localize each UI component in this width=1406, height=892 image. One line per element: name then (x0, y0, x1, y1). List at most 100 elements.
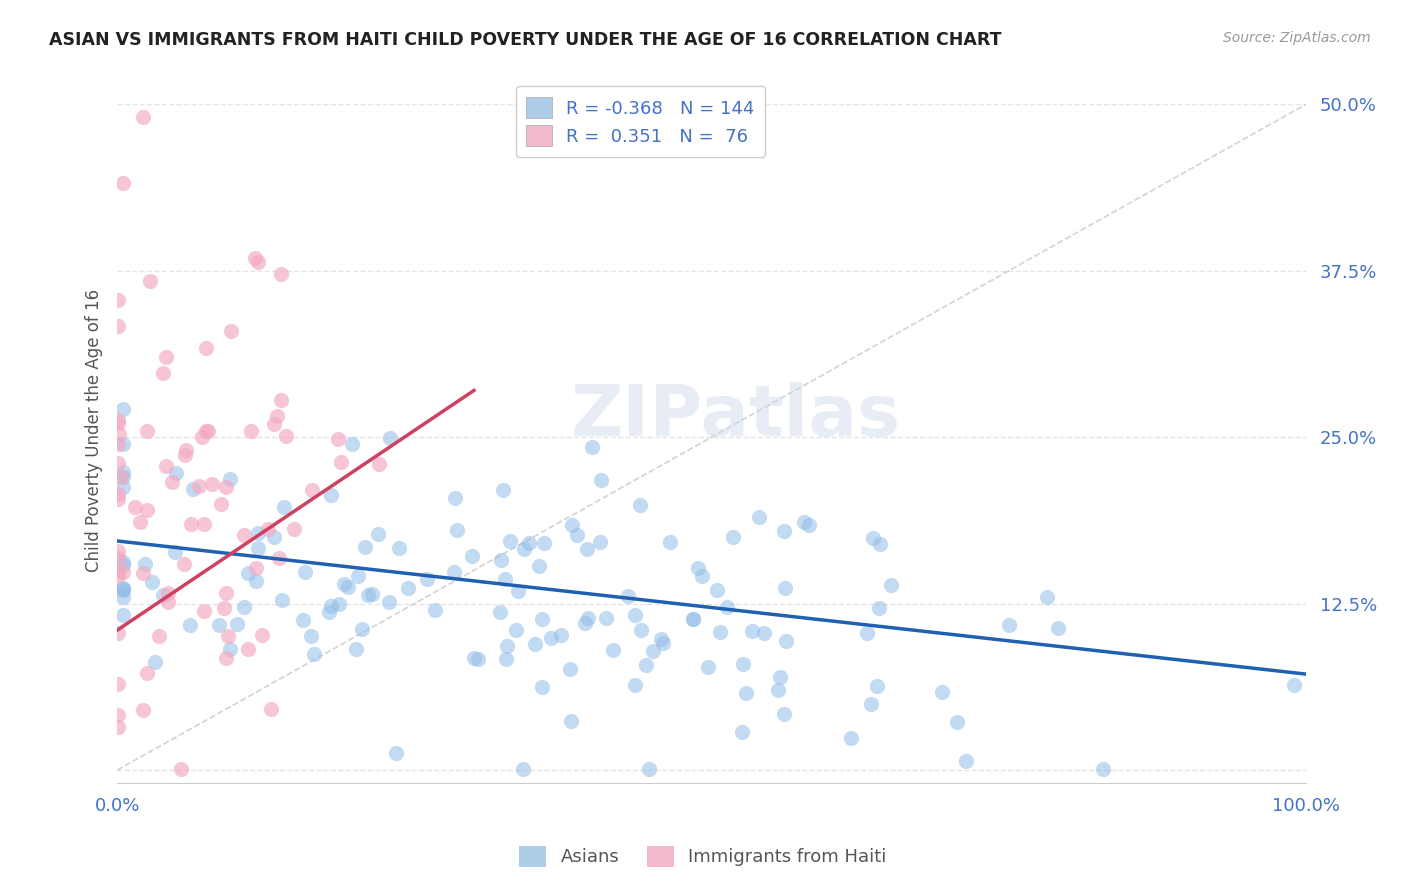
Point (488, 605, 510, 619)
Point (246, 255, 269, 269)
Point (157, 586, 180, 600)
Point (396, 581, 419, 595)
Point (595, 611, 617, 625)
Point (111, 565, 134, 579)
Point (215, 586, 238, 600)
Point (219, 324, 242, 338)
Point (1091, 762, 1114, 776)
Point (512, 762, 534, 776)
Point (112, 437, 135, 451)
Point (350, 622, 373, 636)
Point (766, 683, 789, 698)
Point (267, 550, 290, 565)
Point (706, 582, 728, 597)
Point (112, 465, 135, 479)
Point (112, 176, 135, 190)
Point (246, 526, 269, 541)
Point (560, 714, 582, 728)
Point (141, 574, 163, 589)
Point (195, 341, 218, 355)
Point (340, 437, 363, 451)
Point (112, 582, 135, 596)
Point (225, 617, 247, 632)
Point (155, 351, 177, 365)
Point (270, 267, 292, 281)
Point (416, 572, 439, 586)
Point (650, 632, 672, 646)
Point (271, 593, 294, 607)
Point (283, 522, 305, 536)
Point (931, 685, 953, 699)
Point (187, 479, 209, 493)
Point (561, 518, 583, 533)
Point (565, 528, 588, 542)
Point (217, 629, 239, 643)
Point (136, 666, 159, 681)
Point (721, 530, 744, 544)
Point (328, 432, 350, 446)
Point (156, 595, 179, 609)
Point (257, 522, 280, 536)
Point (162, 475, 184, 489)
Point (107, 544, 129, 558)
Point (496, 639, 519, 653)
Point (135, 502, 157, 516)
Point (731, 724, 754, 739)
Point (219, 641, 242, 656)
Point (634, 657, 657, 672)
Point (263, 530, 285, 544)
Point (193, 604, 215, 618)
Point (209, 497, 232, 511)
Point (233, 600, 256, 615)
Point (191, 430, 214, 444)
Point (165, 466, 187, 480)
Point (868, 601, 890, 615)
Point (624, 608, 647, 623)
Point (388, 541, 411, 555)
Point (236, 642, 259, 657)
Point (260, 702, 283, 716)
Point (273, 500, 295, 515)
Point (696, 660, 718, 674)
Point (731, 657, 754, 672)
Point (292, 613, 315, 627)
Point (250, 628, 273, 642)
Point (110, 470, 132, 484)
Point (517, 536, 540, 550)
Point (330, 455, 353, 469)
Point (107, 708, 129, 723)
Point (690, 569, 713, 583)
Point (752, 626, 775, 640)
Point (132, 111, 155, 125)
Point (682, 612, 704, 626)
Point (489, 553, 512, 567)
Point (575, 541, 598, 556)
Point (294, 565, 316, 579)
Point (346, 569, 368, 583)
Point (775, 634, 797, 648)
Point (124, 500, 146, 514)
Point (112, 608, 135, 623)
Point (132, 566, 155, 581)
Point (769, 670, 792, 684)
Point (173, 448, 195, 462)
Point (107, 318, 129, 333)
Point (240, 424, 263, 438)
Point (212, 601, 235, 615)
Point (112, 582, 135, 597)
Point (107, 626, 129, 640)
Point (492, 483, 515, 498)
Point (945, 715, 967, 730)
Point (799, 517, 821, 532)
Point (197, 424, 219, 438)
Point (107, 413, 129, 427)
Point (319, 488, 342, 502)
Point (748, 510, 770, 524)
Point (152, 588, 174, 602)
Point (107, 677, 129, 691)
Point (232, 527, 254, 541)
Point (107, 492, 129, 507)
Point (773, 706, 796, 721)
Point (793, 515, 815, 529)
Point (602, 643, 624, 657)
